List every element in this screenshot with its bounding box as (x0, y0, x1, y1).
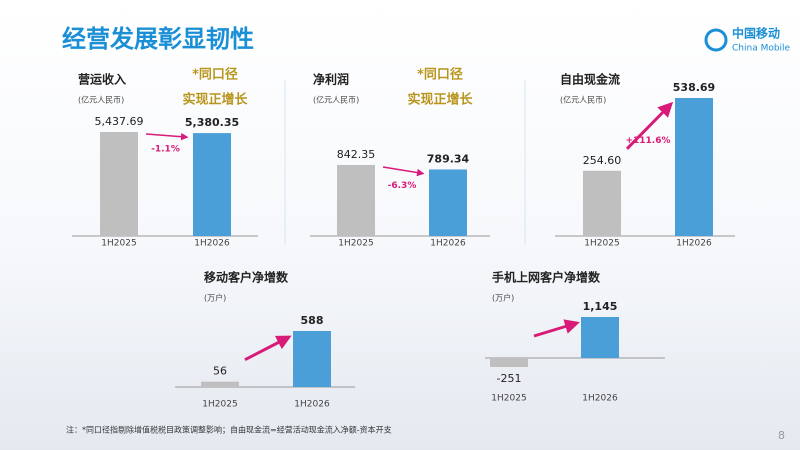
x-tick-label: 1H2026 (582, 394, 618, 404)
change-label: -6.3% (388, 181, 417, 191)
annotation: 实现正增长 (407, 92, 473, 108)
bar (583, 170, 621, 236)
arrow (244, 335, 292, 362)
chart-title: 自由现金流 (560, 72, 620, 87)
value-label: 5,380.35 (185, 116, 239, 129)
bar (193, 133, 231, 236)
slide-title: 经营发展彰显韧性 (62, 25, 254, 53)
bar (293, 331, 331, 387)
bar (100, 132, 138, 236)
chart-title: 营运收入 (78, 72, 126, 87)
annotation: *同口径 (192, 67, 238, 83)
logo: 中国移动 China Mobile (704, 26, 791, 54)
logo-cn: 中国移动 (732, 26, 780, 41)
bar (429, 169, 467, 236)
chart-subtitle: (万户) (492, 293, 514, 303)
chart-title: 净利润 (313, 72, 349, 87)
bar (201, 381, 239, 387)
value-label: 588 (301, 314, 324, 327)
chart-subtitle: (亿元人民币) (313, 95, 359, 105)
value-label: 5,437.69 (95, 115, 144, 128)
value-label: 538.69 (673, 81, 715, 94)
change-label: +111.6% (625, 136, 670, 146)
arrow (145, 132, 189, 141)
x-tick-label: 1H2025 (491, 394, 526, 404)
annotation: 实现正增长 (182, 92, 248, 108)
value-label: 789.34 (427, 152, 470, 165)
footnote: 注：*同口径指剔除增值税税目政策调整影响；自由现金流=经营活动现金流入净额-资本… (66, 425, 392, 435)
arrow (382, 166, 425, 177)
chart-subtitle: (亿元人民币) (78, 95, 124, 105)
x-tick-label: 1H2025 (202, 400, 237, 410)
bar (675, 98, 713, 236)
chart-title: 移动客户净增数 (204, 270, 289, 285)
arrow (533, 319, 580, 338)
bar (337, 165, 375, 236)
arrow (625, 101, 674, 150)
x-tick-label: 1H2026 (194, 239, 230, 249)
x-tick-label: 1H2026 (294, 400, 330, 410)
chart-subtitle: (亿元人民币) (560, 95, 606, 105)
value-label: 1,145 (583, 300, 618, 313)
x-tick-label: 1H2026 (430, 239, 466, 249)
value-label: -251 (497, 372, 522, 385)
page-number: 8 (778, 429, 785, 442)
x-tick-label: 1H2026 (676, 239, 712, 249)
value-label: 56 (213, 365, 227, 378)
bar (581, 317, 619, 358)
x-tick-label: 1H2025 (101, 239, 136, 249)
bar (490, 358, 528, 367)
annotation: *同口径 (417, 67, 463, 83)
x-tick-label: 1H2025 (584, 239, 619, 249)
value-label: 254.60 (583, 154, 622, 167)
logo-en: China Mobile (732, 44, 791, 54)
change-label: -1.1% (151, 145, 180, 155)
x-tick-label: 1H2025 (338, 239, 373, 249)
chart-subtitle: (万户) (204, 293, 226, 303)
value-label: 842.35 (337, 148, 376, 161)
logo-mark (704, 28, 728, 52)
chart-title: 手机上网客户净增数 (492, 270, 601, 285)
